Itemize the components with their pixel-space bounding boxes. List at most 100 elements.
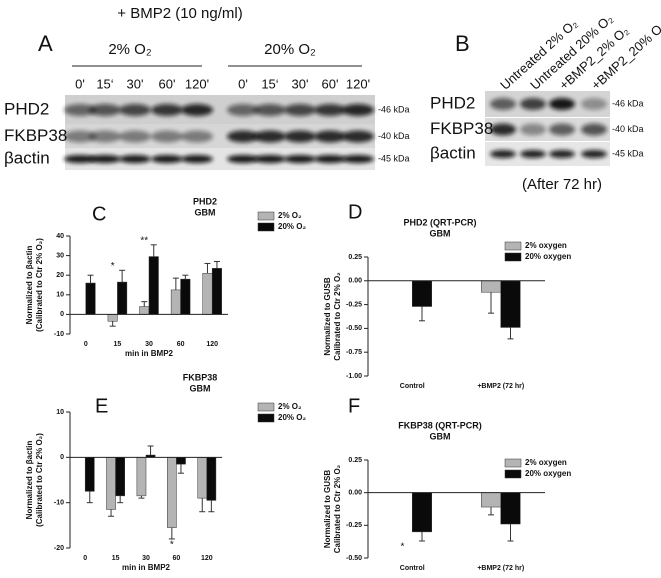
significance-mark: * — [170, 540, 174, 551]
x-tick-label: +BMP2 (72 hr) — [477, 565, 524, 572]
blot-band — [64, 130, 96, 143]
bar — [481, 492, 501, 508]
y-tick-label: -10 — [54, 331, 64, 338]
panel-letter: C — [92, 203, 106, 225]
row-label: PHD2 — [430, 93, 475, 112]
blot-band — [119, 130, 151, 143]
bar — [180, 278, 191, 315]
marker-label: -46 kDa — [378, 104, 410, 114]
bar — [176, 457, 186, 465]
significance-mark: * — [401, 542, 405, 553]
bar-chart: F FKBP38 (QRT-PCR)GBM Normalized to GUSB Ca… — [323, 395, 571, 572]
legend-label: 20% oxygen — [525, 252, 571, 261]
y-tick-label: -20 — [54, 545, 64, 552]
blot-band — [342, 104, 374, 116]
bar — [107, 314, 118, 322]
significance-mark: ** — [140, 235, 148, 246]
bar — [84, 457, 95, 492]
blot-band — [549, 123, 575, 136]
legend-swatch — [257, 413, 275, 423]
y-tick-label: -0.75 — [346, 349, 362, 356]
y-tick-label: 30 — [56, 252, 64, 259]
x-tick-label: 60 — [177, 341, 185, 348]
blot-band — [151, 130, 183, 143]
chart-subtitle: GBM — [190, 383, 211, 393]
y-axis-label: Normalized to βactin — [25, 441, 34, 520]
y-tick-label: 10 — [56, 409, 64, 416]
lane-label: 0' — [238, 76, 248, 91]
bar-chart: D PHD2 (QRT-PCR)GBM Normalized to GUSB Cali… — [323, 201, 571, 390]
lane-label: 30' — [127, 76, 144, 91]
blot-band — [490, 150, 516, 158]
lane-label: 30' — [292, 76, 309, 91]
row-label: FKBP38 — [4, 126, 67, 145]
chart-title: FKBP38 — [183, 372, 218, 382]
bar — [481, 280, 501, 293]
y-tick-label: 0.25 — [348, 254, 362, 261]
blot-band — [520, 123, 546, 136]
group-label: 20% O₂ — [264, 41, 316, 58]
blot-band — [314, 104, 346, 116]
x-tick-label: 0 — [84, 341, 88, 348]
y-tick-label: 0 — [60, 454, 64, 461]
legend-swatch — [257, 222, 275, 232]
lane-label: 15‘ — [96, 76, 113, 91]
blot-band — [581, 150, 607, 158]
bar — [148, 256, 159, 315]
blot-band — [227, 155, 259, 163]
legend-label: 2% O₂ — [278, 402, 302, 411]
bar — [85, 282, 96, 315]
chart-title: FKBP38 (QRT-PCR) — [398, 420, 482, 430]
y-tick-label: -1.00 — [346, 373, 362, 380]
marker-label: -40 kDa — [612, 124, 644, 134]
bar — [167, 457, 177, 528]
blot-band — [89, 104, 121, 116]
blot-band — [227, 104, 259, 116]
x-tick-label: 0 — [83, 555, 87, 562]
chart-title: PHD2 — [193, 196, 217, 206]
y-tick-label: -0.25 — [346, 301, 362, 308]
y-tick-label: 0.25 — [348, 457, 362, 464]
y-axis-label: Normalized to GUSB — [323, 470, 332, 548]
bar — [202, 272, 213, 315]
blot-strip — [65, 148, 375, 170]
blot-band — [342, 130, 374, 143]
legend-label: 20% O₂ — [278, 413, 306, 422]
legend-swatch — [504, 469, 522, 479]
blot-band — [89, 155, 121, 163]
blot-strip — [485, 118, 610, 141]
blot-band — [581, 98, 607, 110]
legend-swatch — [257, 402, 275, 412]
legend-swatch — [504, 241, 522, 251]
marker-label: -45 kDa — [378, 153, 410, 163]
bar — [206, 457, 217, 501]
significance-mark: * — [111, 261, 115, 272]
x-tick-label: 120 — [206, 341, 218, 348]
bar — [115, 457, 125, 497]
legend-label: 20% O₂ — [278, 222, 306, 231]
marker-label: -46 kDa — [612, 98, 644, 108]
lane-label: 15‘ — [261, 76, 278, 91]
y-tick-label: 0 — [60, 311, 64, 318]
blot-band — [227, 130, 259, 143]
y-tick-label: 10 — [56, 292, 64, 299]
chart-subtitle: GBM — [430, 228, 451, 238]
y-tick-label: -0.50 — [346, 325, 362, 332]
blot-band — [490, 123, 516, 136]
blot-band — [520, 98, 546, 110]
bar — [500, 280, 521, 328]
row-label: FKBP38 — [430, 119, 493, 138]
x-tick-label: +BMP2 (72 hr) — [477, 383, 524, 390]
blot-band — [284, 104, 316, 116]
legend-label: 2% oxygen — [525, 458, 567, 467]
y-axis-label: (Calibrated to Ctr 2% O₂) — [35, 433, 44, 527]
blot-band — [314, 130, 346, 143]
bar — [500, 492, 521, 525]
blot-band — [549, 150, 575, 158]
blot-band — [181, 155, 213, 163]
panel-letter: B — [455, 31, 470, 56]
blot-band — [181, 130, 213, 143]
x-axis-label: min in BMP2 — [125, 349, 174, 358]
